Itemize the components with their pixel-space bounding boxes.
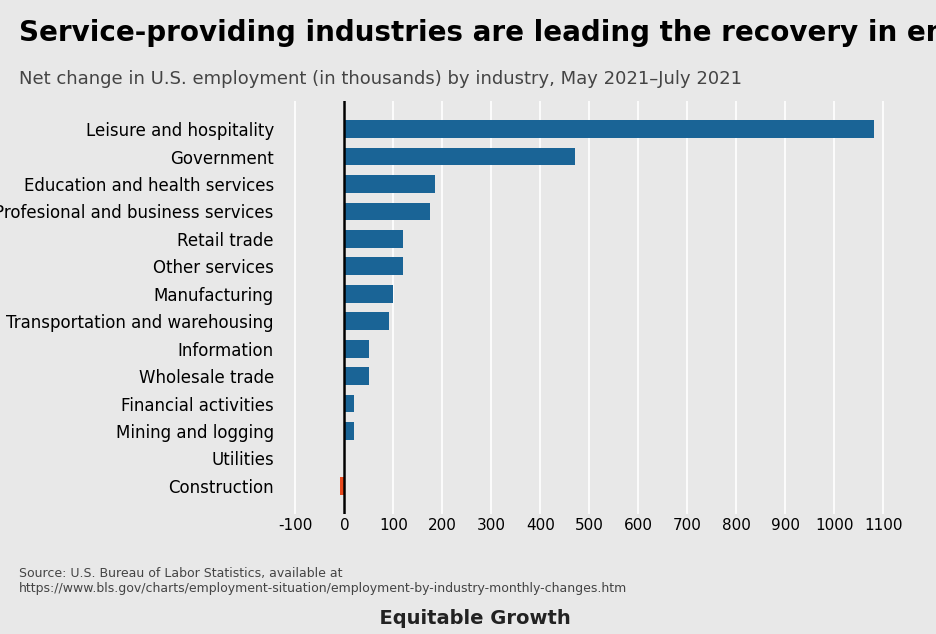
Bar bbox=[344, 313, 388, 330]
Bar bbox=[344, 367, 369, 385]
Bar bbox=[344, 340, 369, 358]
Bar bbox=[344, 230, 403, 248]
Bar bbox=[340, 477, 344, 495]
Text: Net change in U.S. employment (in thousands) by industry, May 2021–July 2021: Net change in U.S. employment (in thousa… bbox=[19, 70, 741, 87]
Bar bbox=[344, 202, 431, 221]
Bar bbox=[344, 394, 355, 413]
Text: Equitable Growth: Equitable Growth bbox=[366, 609, 570, 628]
Bar bbox=[344, 285, 393, 302]
Bar bbox=[344, 175, 435, 193]
Bar bbox=[344, 120, 873, 138]
Bar bbox=[344, 257, 403, 275]
Bar bbox=[344, 422, 355, 440]
Text: Service-providing industries are leading the recovery in employment: Service-providing industries are leading… bbox=[19, 19, 936, 47]
Text: Source: U.S. Bureau of Labor Statistics, available at
https://www.bls.gov/charts: Source: U.S. Bureau of Labor Statistics,… bbox=[19, 567, 627, 595]
Bar bbox=[344, 148, 575, 165]
